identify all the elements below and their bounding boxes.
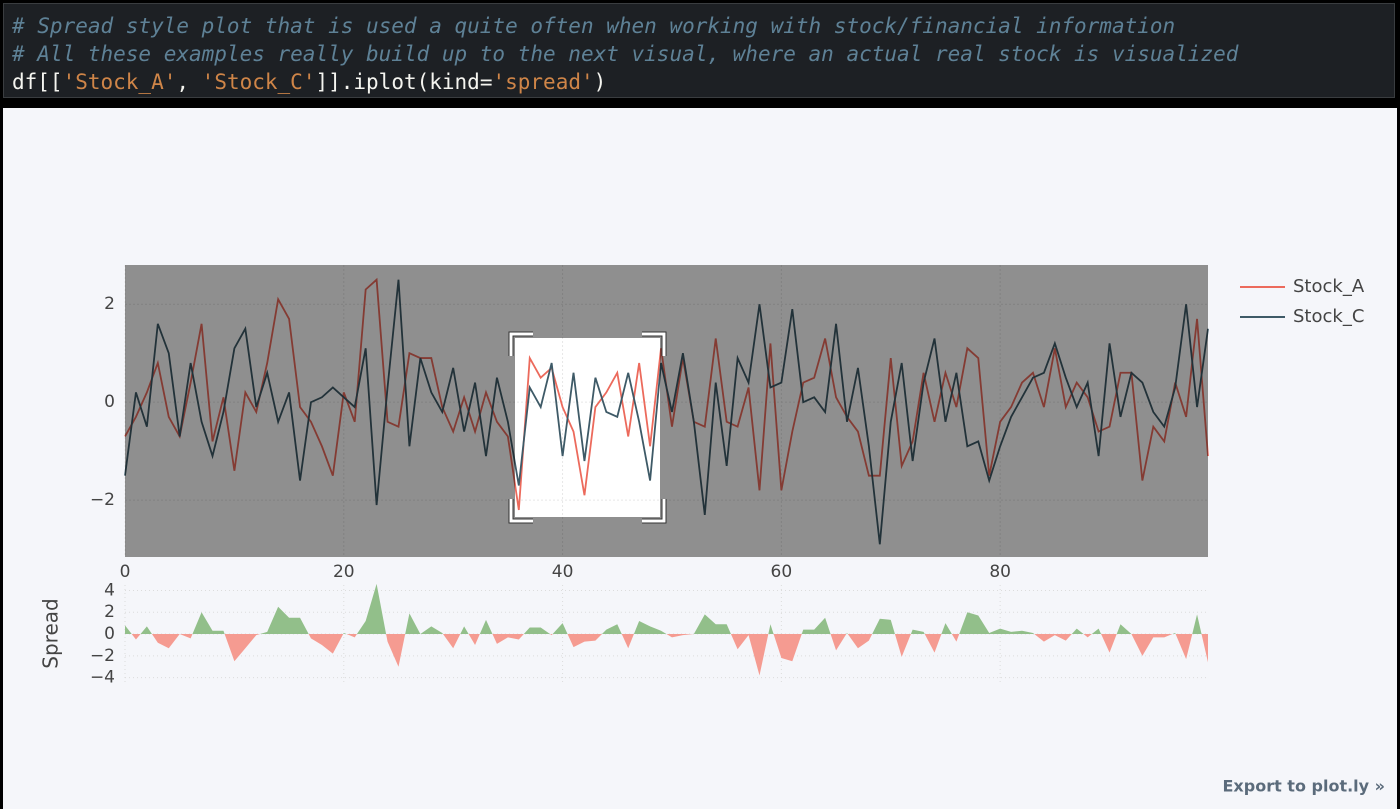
series-line [124,279,1209,545]
y-tick-label: 0 [104,624,115,644]
x-tick-label: 0 [120,562,131,582]
x-tick-label: 20 [333,562,355,582]
y-tick-label: −2 [90,490,115,510]
y-tick-label: 0 [104,392,115,412]
code-string: 'Stock_A' [62,70,177,94]
x-tick-label: 80 [989,562,1011,582]
code-comment: # Spread style plot that is used a quite… [12,14,1176,38]
code-token: df[[ [12,70,63,94]
y-tick-label: −2 [90,646,115,666]
y-axis-title: Spread [39,598,63,668]
code-token: ]].iplot(kind= [315,70,493,94]
export-link[interactable]: Export to plot.ly » [1223,777,1386,796]
y-tick-label: 4 [104,580,115,600]
zoom-corner [642,332,666,356]
x-tick-label: 40 [552,562,574,582]
zoom-dim [125,265,1208,557]
code-comment: # All these examples really build up to … [12,42,1239,66]
spread-positive-area [125,583,1202,635]
x-tick-label: 60 [771,562,793,582]
spread-negative-area [125,634,1208,676]
code-string: 'spread' [492,70,594,94]
code-cell: # Spread style plot that is used a quite… [3,3,1395,98]
code-token: , [176,70,202,94]
zoom-corner [642,499,666,523]
code-token: ) [593,70,607,94]
legend-label: Stock_C [1293,306,1364,327]
zoom-corner [509,499,533,523]
y-tick-label: −4 [90,668,115,688]
zoom-corner [509,332,533,356]
y-tick-label: 2 [104,602,115,622]
y-tick-label: 2 [104,294,115,314]
code-string: 'Stock_C' [201,70,316,94]
legend-label: Stock_A [1293,276,1365,297]
